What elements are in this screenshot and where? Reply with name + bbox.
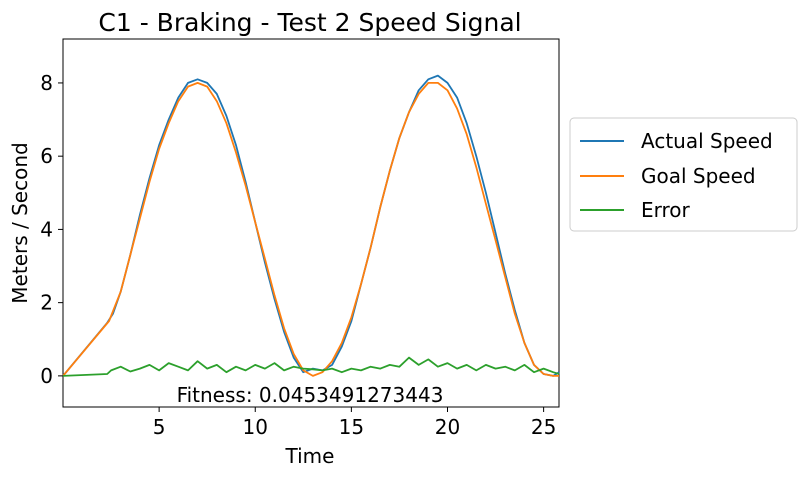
x-tick-label: 15	[339, 415, 364, 439]
series-line-goal-speed	[62, 82, 559, 377]
legend: Actual Speed Goal Speed Error	[569, 117, 798, 232]
chart-title: C1 - Braking - Test 2 Speed Signal	[98, 8, 521, 37]
fitness-annotation: Fitness: 0.0453491273443	[177, 383, 444, 407]
series-layer	[62, 74, 560, 377]
ticks-layer: 5 10 15 20 25 0 2 4 6 8	[40, 71, 556, 439]
x-tick-label: 20	[435, 415, 460, 439]
plot-area	[62, 38, 560, 408]
y-tick-label: 2	[40, 291, 53, 315]
plot-frame	[62, 38, 560, 408]
x-tick-label: 10	[243, 415, 268, 439]
y-axis-label: Meters / Second	[8, 142, 32, 303]
x-tick-label: 25	[531, 415, 556, 439]
legend-label-actual-speed: Actual Speed	[641, 129, 773, 153]
y-tick-label: 4	[40, 217, 53, 241]
y-tick-label: 0	[40, 364, 53, 388]
y-tick-label: 8	[40, 71, 53, 95]
legend-label-goal-speed: Goal Speed	[641, 164, 756, 188]
legend-label-error: Error	[641, 198, 691, 222]
legend-box	[569, 117, 798, 232]
series-line-error	[62, 356, 560, 377]
y-tick-label: 6	[40, 144, 53, 168]
x-axis-label: Time	[285, 444, 335, 468]
x-tick-label: 5	[153, 415, 166, 439]
